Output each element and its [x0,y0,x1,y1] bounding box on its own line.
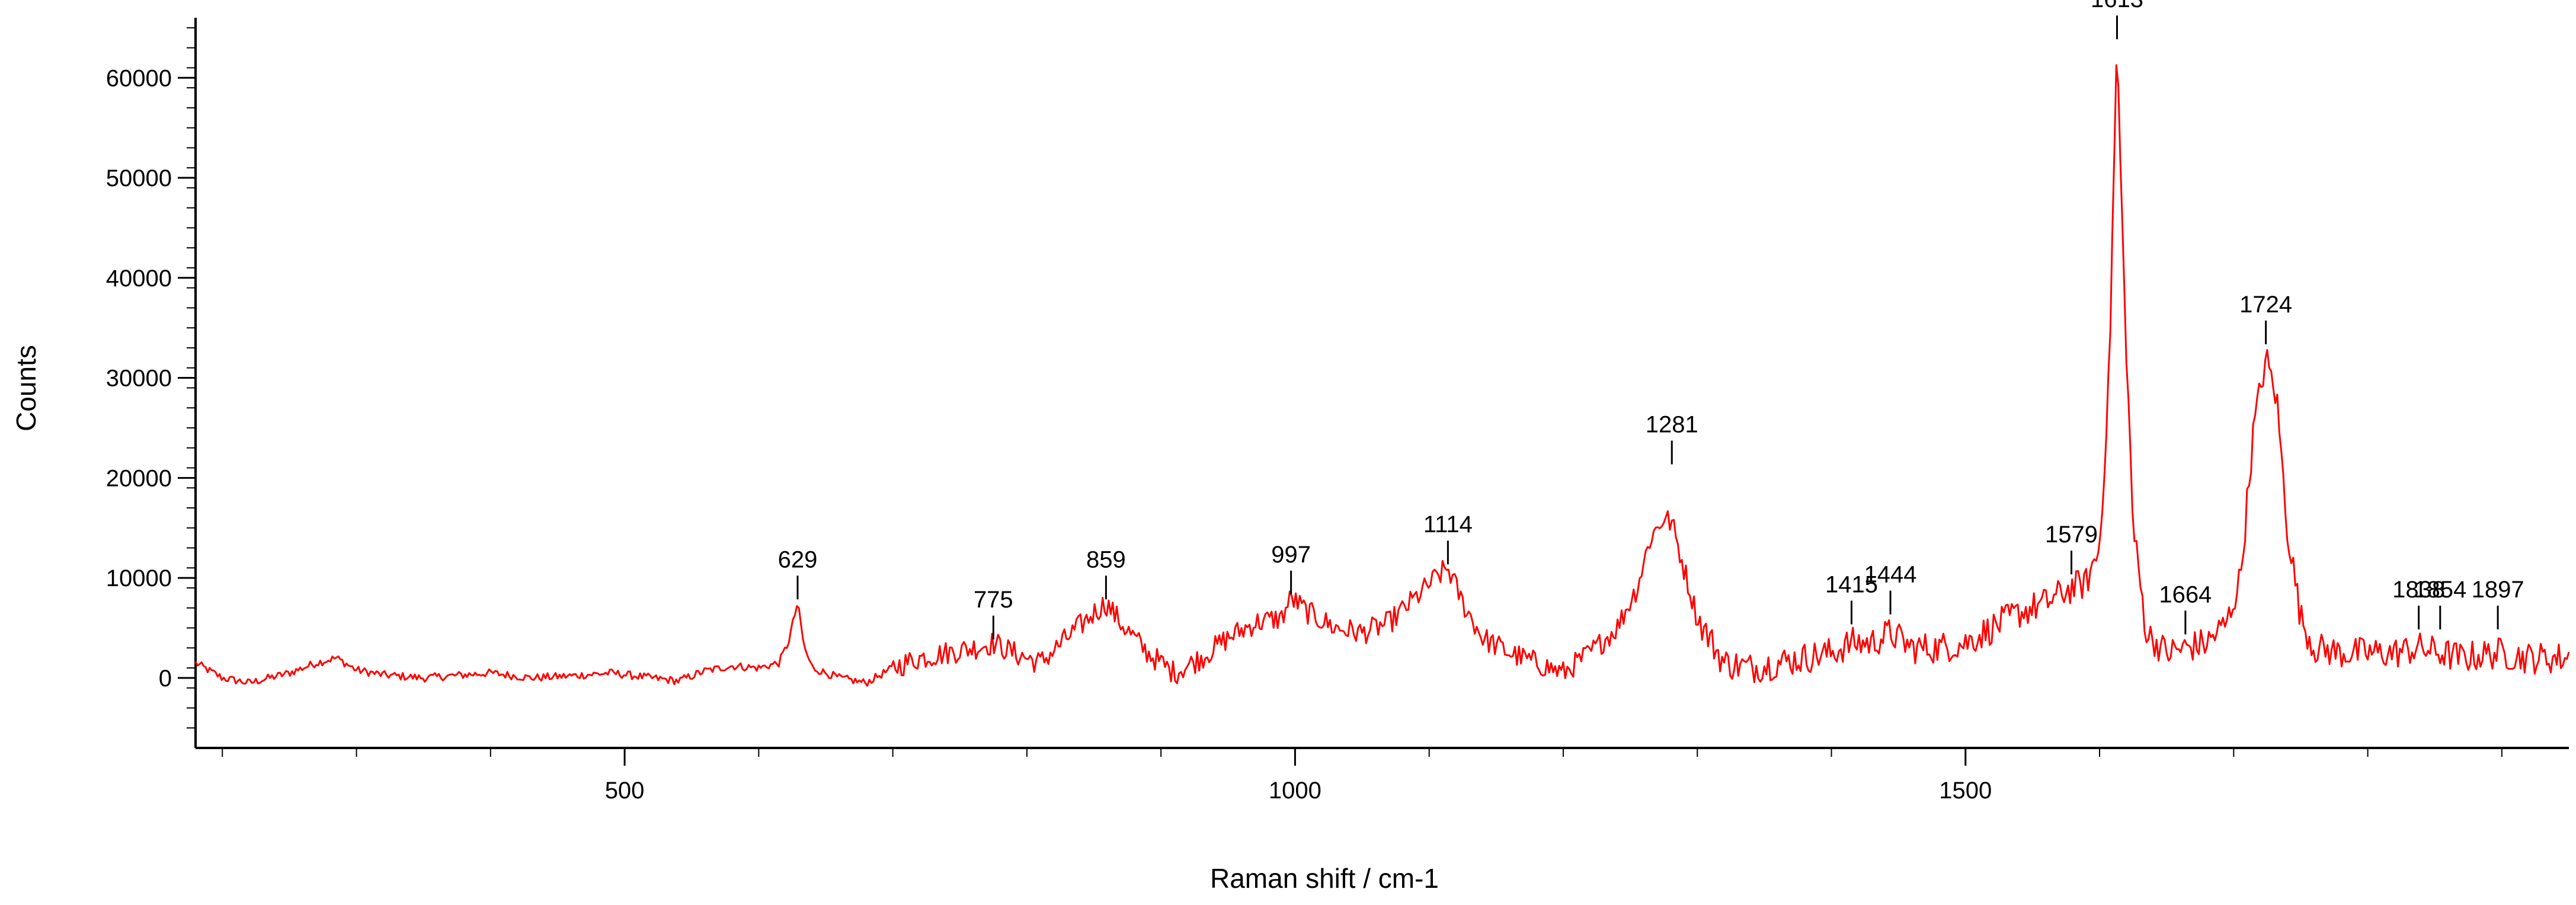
peak-label: 1444 [1864,562,1917,588]
peak-label: 775 [974,587,1013,613]
peak-label: 1114 [1423,511,1473,538]
x-tick-label: 1500 [1939,778,1992,804]
y-tick-label: 40000 [106,266,172,292]
y-tick-label: 60000 [106,65,172,91]
y-tick-label: 50000 [106,165,172,191]
y-axis-title: Counts [11,345,41,431]
series-layer [194,64,2570,687]
y-tick-label: 10000 [106,565,172,591]
peak-label: 1415 [1825,571,1878,597]
peak-label: 1897 [2472,577,2524,603]
y-tick-label: 0 [159,666,172,692]
peak-label: 1724 [2239,292,2292,318]
peak-label: 1613 [2091,0,2143,12]
peak-label: 629 [778,546,818,573]
y-tick-label: 20000 [106,465,172,491]
peak-label: 1838 [2392,577,2445,603]
x-tick-label: 500 [605,778,645,804]
y-tick-label: 30000 [106,366,172,392]
peak-label: 859 [1086,546,1126,573]
peak-label: 1579 [2045,522,2098,548]
peak-label: 997 [1271,542,1311,568]
axes-layer: 0 10000 20000 30000 40000 50000 60000 500 1000 15… [106,18,2569,804]
peak-label: 1854 [2414,577,2466,603]
peak-label: 1281 [1646,411,1698,437]
spectrum-line [194,64,2570,687]
x-tick-label: 1000 [1269,778,1321,804]
peak-label: 1664 [2159,581,2212,607]
x-axis-title: Raman shift / cm-1 [1210,863,1439,894]
